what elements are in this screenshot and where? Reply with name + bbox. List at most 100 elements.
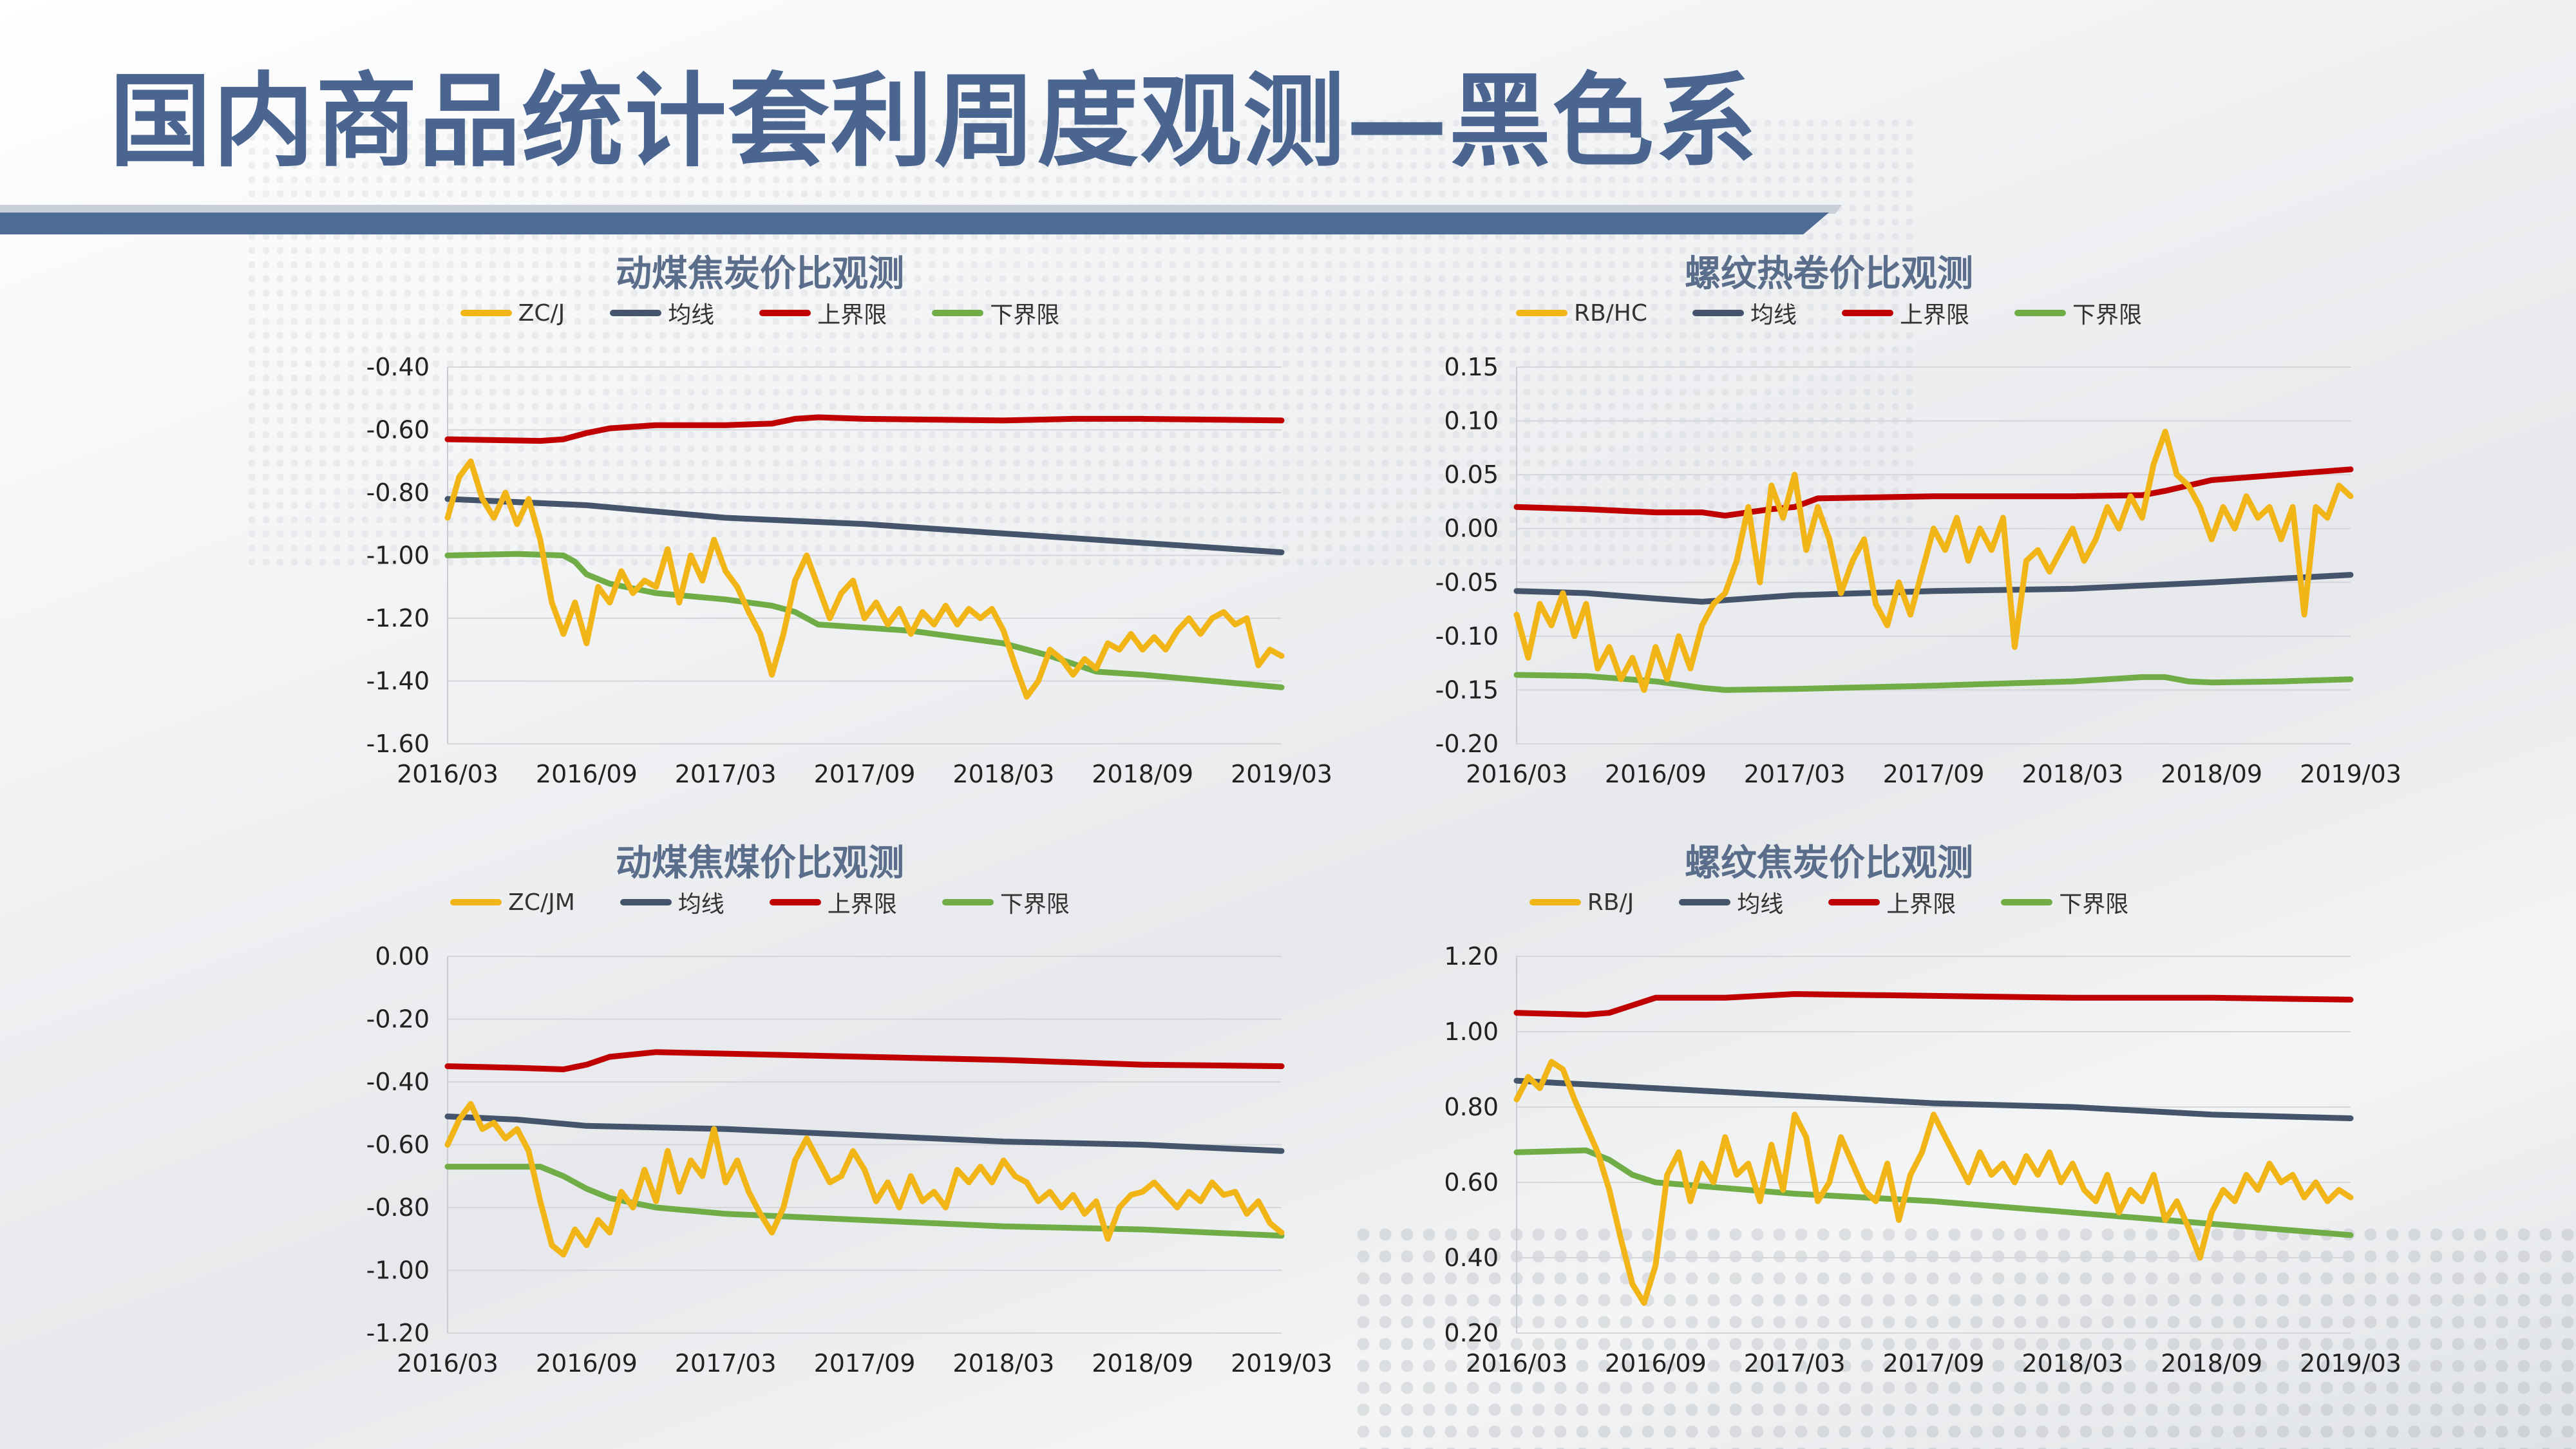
series-line-lower [1513, 672, 2354, 693]
legend-item-mean: 均线 [1692, 296, 1797, 330]
x-tick-label: 2017/03 [1744, 760, 1846, 788]
legend-item-lower: 下界限 [2014, 296, 2142, 330]
y-tick-label: -0.15 [1435, 676, 1499, 704]
series-line-ratio [444, 458, 1285, 700]
series-line-upper [1513, 466, 2354, 519]
legend-swatch-mean [1679, 899, 1731, 905]
chart-panel-rb-hc: 螺纹热卷价比观测 RB/HC 均线 上界限 下界限 0.15 0.10 0.05 0.… [1282, 245, 2401, 811]
background-world-map [245, 116, 1919, 567]
y-tick-label: -0.20 [366, 1005, 430, 1034]
y-tick-label: 0.20 [1444, 1319, 1499, 1347]
series-line-ratio [1513, 1059, 2354, 1306]
y-tick-label: 0.00 [1444, 515, 1499, 543]
x-tick-label: 2018/03 [952, 760, 1054, 788]
x-tick-label: 2018/03 [2022, 760, 2123, 788]
y-tick-label: -0.10 [1435, 622, 1499, 650]
y-tick-label: 0.60 [1444, 1168, 1499, 1197]
y-tick-label: -1.00 [366, 542, 430, 570]
x-tick-label: 2017/03 [675, 1349, 777, 1378]
legend-label-lower: 下界限 [2059, 891, 2129, 918]
x-tick-label: 2016/03 [397, 1349, 498, 1378]
legend-label-mean: 均线 [668, 302, 715, 328]
series-line-mean [1513, 1077, 2354, 1121]
legend-label-ratio: RB/HC [1573, 299, 1647, 327]
series-line-upper [1513, 991, 2354, 1018]
legend-swatch-ratio [460, 310, 512, 316]
legend-label-ratio: ZC/JM [508, 889, 575, 916]
legend-label-lower: 下界限 [999, 891, 1070, 918]
legend-swatch-ratio [1515, 310, 1567, 316]
series-line-mean [1513, 572, 2354, 605]
chart-plot: -0.40-0.60-0.80-1.00-1.20-1.40-1.602016/… [366, 353, 1332, 788]
series-line-ratio [1513, 428, 2354, 693]
legend-label-ratio: ZC/J [518, 299, 565, 327]
x-tick-label: 2017/09 [814, 760, 916, 788]
legend-swatch-lower [942, 899, 994, 905]
legend-label-upper: 上界限 [1886, 891, 1956, 918]
legend-swatch-upper [1828, 899, 1880, 905]
legend-item-lower: 下界限 [932, 296, 1059, 330]
legend-swatch-upper [1842, 310, 1894, 316]
legend-item-lower: 下界限 [2001, 886, 2128, 919]
chart-legend: RB/J 均线 上界限 下界限 [1282, 886, 2376, 919]
x-tick-label: 2017/09 [1883, 1349, 1985, 1378]
series-line-ratio [444, 1101, 1285, 1258]
y-tick-label: 1.20 [1444, 942, 1499, 971]
series-line-mean [444, 496, 1285, 556]
chart-panel-zc-jm: 动煤焦煤价比观测 ZC/JM 均线 上界限 下界限 0.00 -0.20 -0.40… [213, 834, 1332, 1401]
legend-item-upper: 上界限 [1828, 886, 1956, 919]
y-tick-label: 0.80 [1444, 1093, 1499, 1121]
y-tick-label: -0.60 [366, 1131, 430, 1159]
y-tick-label: -1.60 [366, 730, 430, 758]
legend-label-mean: 均线 [1750, 302, 1797, 328]
y-tick-label: -1.20 [366, 604, 430, 632]
legend-swatch-mean [620, 899, 672, 905]
chart-legend: ZC/JM 均线 上界限 下界限 [213, 886, 1307, 919]
page-title: 国内商品统计套利周度观测—黑色系 [109, 62, 1758, 181]
legend-label-upper: 上界限 [817, 302, 887, 328]
x-tick-label: 2016/09 [1605, 760, 1707, 788]
chart-legend: ZC/J 均线 上界限 下界限 [213, 296, 1307, 330]
x-tick-label: 2017/03 [675, 760, 777, 788]
legend-swatch-ratio [1529, 899, 1581, 905]
x-tick-label: 2019/03 [2300, 760, 2401, 788]
x-tick-label: 2019/03 [2300, 1349, 2401, 1378]
background-dot-pattern [1352, 1224, 2576, 1449]
chart-plot: 0.150.100.050.00-0.05-0.10-0.15-0.202016… [1435, 353, 2401, 788]
y-tick-label: -0.40 [366, 353, 430, 381]
legend-item-mean: 均线 [610, 296, 714, 330]
chart-title: 螺纹热卷价比观测 [1685, 253, 1973, 295]
legend-swatch-lower [2014, 310, 2067, 316]
title-underline-bar [0, 213, 1829, 234]
legend-item-upper: 上界限 [759, 296, 887, 330]
y-tick-label: -1.40 [366, 667, 430, 696]
chart-legend: RB/HC 均线 上界限 下界限 [1282, 296, 2376, 330]
y-tick-label: -1.20 [366, 1319, 430, 1347]
legend-label-upper: 上界限 [1900, 302, 1970, 328]
y-tick-label: 0.40 [1444, 1244, 1499, 1272]
chart-panel-rb-j: 螺纹焦炭价比观测 RB/J 均线 上界限 下界限 1.20 1.00 0.80 0.6… [1282, 834, 2401, 1401]
x-tick-label: 2018/03 [2022, 1349, 2123, 1378]
legend-label-lower: 下界限 [2072, 302, 2143, 328]
legend-label-mean: 均线 [677, 891, 724, 918]
legend-item-upper: 上界限 [769, 886, 897, 919]
chart-title: 动煤焦炭价比观测 [616, 253, 904, 295]
legend-swatch-lower [932, 310, 984, 316]
y-tick-label: 0.05 [1444, 460, 1499, 489]
y-tick-label: -0.80 [366, 1193, 430, 1222]
legend-item-upper: 上界限 [1842, 296, 1969, 330]
legend-swatch-upper [769, 899, 821, 905]
series-line-lower [444, 551, 1285, 690]
y-tick-label: -0.40 [366, 1068, 430, 1096]
y-tick-label: 0.00 [375, 942, 430, 971]
legend-item-lower: 下界限 [942, 886, 1070, 919]
legend-item-ratio: RB/J [1529, 886, 1634, 919]
legend-item-ratio: ZC/J [460, 296, 565, 330]
legend-swatch-mean [610, 310, 662, 316]
legend-label-upper: 上界限 [827, 891, 897, 918]
title-wrap: 国内商品统计套利周度观测—黑色系 [109, 71, 1758, 173]
legend-label-lower: 下界限 [990, 302, 1060, 328]
x-tick-label: 2018/09 [1092, 1349, 1193, 1378]
y-tick-label: -1.00 [366, 1256, 430, 1285]
